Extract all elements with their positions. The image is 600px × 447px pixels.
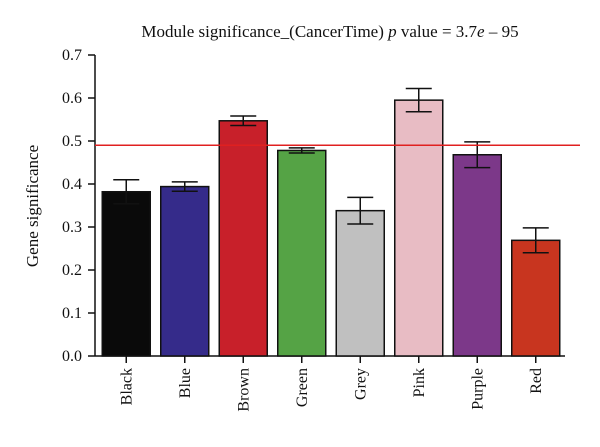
bar-brown [218, 120, 268, 357]
y-tick-label: 0.4 [62, 176, 82, 193]
y-tick-label: 0.7 [62, 47, 82, 64]
x-tick-label-black: Black [118, 368, 135, 405]
bar-black [101, 190, 151, 357]
x-tick-label-brown: Brown [235, 368, 252, 412]
x-tick-label-pink: Pink [411, 368, 428, 397]
x-tick-label-blue: Blue [177, 368, 194, 398]
y-tick-label: 0.6 [62, 90, 82, 107]
y-tick-label: 0.0 [62, 348, 82, 365]
bar-pink [394, 99, 444, 357]
x-tick-label-grey: Grey [352, 368, 369, 400]
bar-red [511, 239, 561, 357]
y-tick-label: 0.1 [62, 305, 82, 322]
y-axis-title: Gene significance [23, 145, 42, 267]
plot-area: 0.0 0.1 0.2 0.3 0.4 0.5 0.6 0.7 Black Blue Brown Gr… [62, 47, 580, 412]
chart-title: Module significance_(CancerTime) p value… [141, 22, 518, 41]
bar-grey [335, 209, 385, 357]
y-tick-label: 0.2 [62, 262, 82, 279]
x-tick-label-purple: Purple [469, 368, 486, 410]
bar-blue [160, 185, 210, 357]
y-tick-label: 0.3 [62, 219, 82, 236]
bar-green [277, 149, 327, 357]
y-tick-label: 0.5 [62, 133, 82, 150]
bar-purple [452, 154, 502, 357]
x-tick-label-red: Red [528, 368, 545, 394]
x-tick-label-green: Green [294, 368, 311, 407]
